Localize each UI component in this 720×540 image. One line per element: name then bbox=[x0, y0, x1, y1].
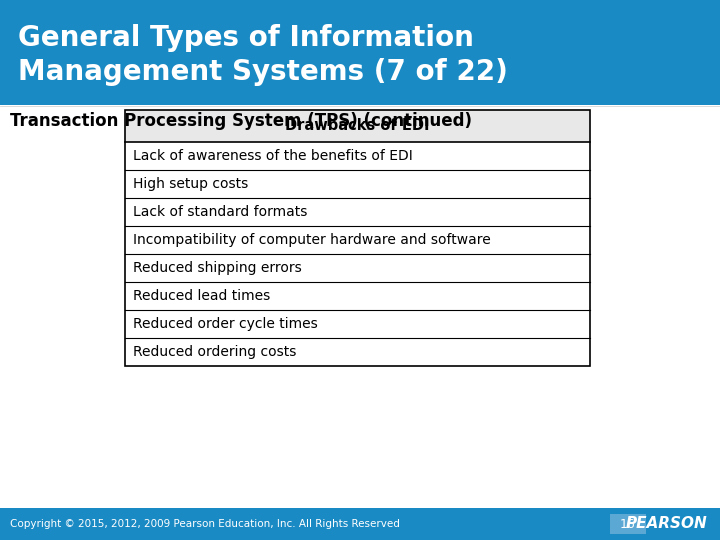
Text: Lack of awareness of the benefits of EDI: Lack of awareness of the benefits of EDI bbox=[133, 149, 413, 163]
Text: Reduced lead times: Reduced lead times bbox=[133, 289, 270, 303]
Bar bbox=[125, 110, 590, 366]
Bar bbox=[0, 508, 720, 540]
Text: Reduced order cycle times: Reduced order cycle times bbox=[133, 317, 318, 331]
Text: High setup costs: High setup costs bbox=[133, 177, 248, 191]
Text: 16: 16 bbox=[620, 517, 636, 530]
Text: General Types of Information: General Types of Information bbox=[18, 24, 474, 52]
Bar bbox=[125, 110, 590, 142]
Bar bbox=[0, 0, 720, 105]
Text: Lack of standard formats: Lack of standard formats bbox=[133, 205, 307, 219]
Text: Incompatibility of computer hardware and software: Incompatibility of computer hardware and… bbox=[133, 233, 491, 247]
Text: Transaction Processing System (TPS) (continued): Transaction Processing System (TPS) (con… bbox=[10, 112, 472, 130]
Text: Drawbacks of EDI: Drawbacks of EDI bbox=[285, 118, 430, 133]
Text: Reduced shipping errors: Reduced shipping errors bbox=[133, 261, 302, 275]
Text: PEARSON: PEARSON bbox=[625, 516, 707, 531]
Text: Copyright © 2015, 2012, 2009 Pearson Education, Inc. All Rights Reserved: Copyright © 2015, 2012, 2009 Pearson Edu… bbox=[10, 519, 400, 529]
Text: Management Systems (7 of 22): Management Systems (7 of 22) bbox=[18, 58, 508, 86]
Text: Reduced ordering costs: Reduced ordering costs bbox=[133, 345, 297, 359]
Bar bbox=[610, 514, 646, 534]
